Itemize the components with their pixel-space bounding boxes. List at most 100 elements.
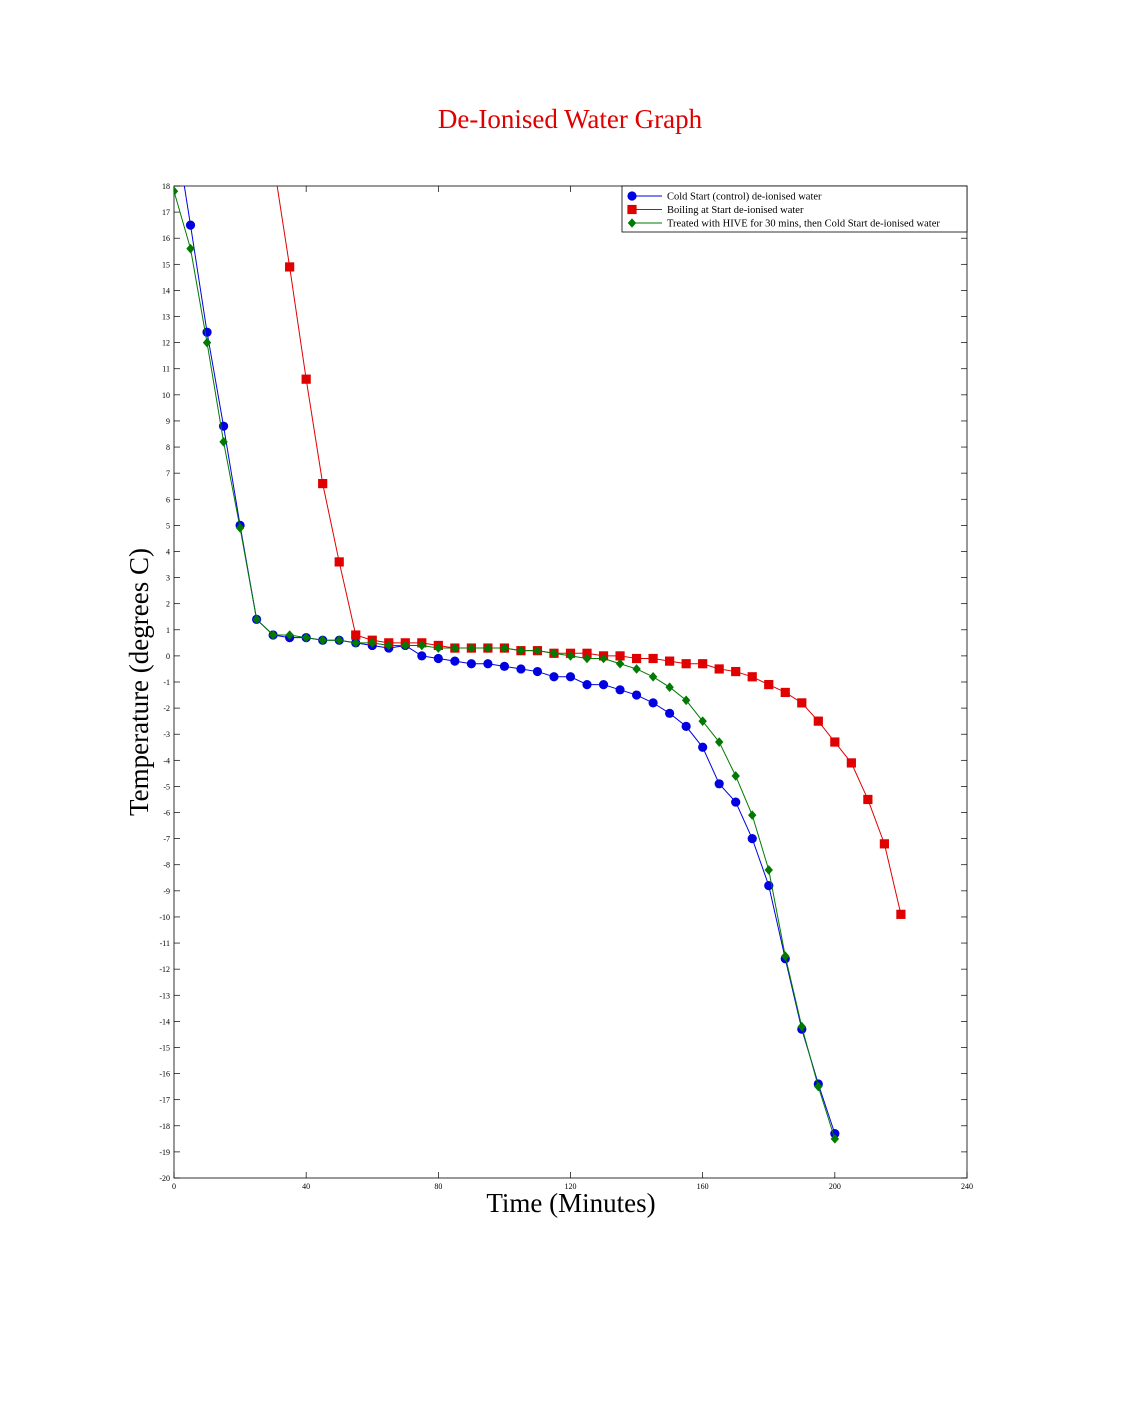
data-point — [186, 243, 195, 254]
y-tick-label: 1 — [166, 626, 170, 635]
x-tick-label: 40 — [302, 1182, 310, 1191]
data-point — [467, 643, 476, 653]
data-point — [450, 656, 460, 666]
data-point — [797, 698, 807, 708]
data-point — [780, 687, 790, 698]
y-tick-label: 15 — [162, 260, 170, 269]
data-point — [748, 810, 757, 820]
data-point — [532, 666, 543, 677]
y-tick-label: -20 — [159, 1174, 170, 1183]
data-point — [417, 640, 427, 651]
data-point — [318, 635, 327, 646]
data-point — [268, 630, 278, 640]
data-point — [665, 708, 675, 718]
data-point — [731, 797, 741, 807]
y-tick-label: -9 — [163, 887, 170, 896]
data-point — [384, 640, 393, 651]
y-tick-label: -6 — [163, 809, 170, 818]
data-point — [334, 557, 344, 567]
data-point — [466, 659, 476, 669]
data-point — [549, 648, 559, 659]
y-tick-label: -16 — [159, 1070, 170, 1079]
legend-item: Boiling at Start de-ionised water — [627, 204, 804, 216]
y-tick-label: -7 — [163, 835, 170, 844]
series-1 — [169, 116, 840, 1139]
y-tick-label: 12 — [162, 339, 170, 348]
data-point — [582, 653, 592, 664]
data-point — [516, 645, 526, 656]
data-point — [830, 737, 840, 747]
data-point — [830, 1134, 840, 1144]
series-line — [183, 186, 836, 1134]
x-axis-ticks: 0 40 80 120 160 200 240 — [172, 186, 973, 1191]
y-tick-label: -2 — [163, 704, 170, 713]
data-point — [202, 337, 212, 348]
data-point — [599, 653, 608, 664]
data-point — [615, 658, 625, 669]
legend-label: Treated with HIVE for 30 mins, then Cold… — [667, 219, 940, 230]
data-point — [731, 666, 741, 677]
data-point — [764, 865, 773, 875]
data-point — [681, 659, 691, 669]
data-point — [698, 659, 708, 669]
legend-label: Cold Start (control) de-ionised water — [667, 192, 822, 203]
y-tick-label: -15 — [159, 1043, 170, 1052]
y-tick-label: -5 — [163, 782, 170, 791]
data-point — [434, 643, 443, 653]
x-tick-label: 0 — [172, 1182, 176, 1191]
y-tick-label: 16 — [162, 234, 170, 243]
series-layer — [169, 116, 906, 1144]
legend-items: Cold Start (control) de-ionised water Boi… — [627, 191, 940, 230]
data-point — [401, 640, 410, 651]
data-point — [797, 1021, 806, 1032]
y-tick-label: 14 — [162, 286, 170, 295]
data-point — [648, 671, 658, 682]
y-tick-label: 9 — [166, 417, 170, 426]
y-tick-label: -17 — [159, 1096, 170, 1105]
legend-marker — [627, 218, 637, 228]
data-point — [565, 672, 576, 682]
data-point — [598, 680, 609, 690]
y-tick-label: -18 — [159, 1122, 170, 1131]
data-point — [764, 680, 774, 690]
y-tick-label: -4 — [163, 756, 170, 765]
data-point — [235, 523, 245, 533]
y-tick-label: 4 — [166, 547, 170, 556]
y-tick-label: 10 — [162, 391, 170, 400]
x-tick-label: 240 — [961, 1182, 973, 1191]
data-point — [285, 630, 294, 640]
data-point — [846, 758, 856, 768]
data-point — [714, 737, 724, 747]
legend-marker — [627, 191, 637, 201]
data-point — [269, 155, 278, 164]
y-tick-label: 2 — [166, 600, 170, 609]
y-tick-label: 13 — [162, 313, 170, 322]
data-point — [631, 690, 642, 700]
data-point — [285, 262, 295, 272]
y-tick-label: 11 — [162, 365, 170, 374]
data-point — [169, 116, 178, 125]
data-point — [516, 664, 526, 674]
data-point — [747, 672, 757, 682]
x-tick-label: 160 — [697, 1182, 709, 1191]
data-point — [681, 721, 691, 731]
legend-item: Cold Start (control) de-ionised water — [627, 191, 822, 203]
legend-marker — [627, 204, 637, 215]
data-point — [615, 651, 625, 661]
y-tick-label: -3 — [163, 730, 170, 739]
data-point — [301, 632, 311, 643]
data-point — [185, 220, 196, 230]
data-point — [533, 645, 542, 656]
y-tick-label: 8 — [166, 443, 170, 452]
data-point — [450, 643, 460, 653]
data-point — [417, 651, 427, 661]
plot-frame — [173, 185, 968, 1179]
y-tick-label: -12 — [159, 965, 170, 974]
data-point — [698, 716, 707, 726]
data-point — [202, 327, 212, 337]
data-point — [681, 695, 691, 706]
y-tick-label: -8 — [163, 861, 170, 870]
data-point — [483, 659, 493, 669]
y-tick-label: -10 — [159, 913, 170, 922]
data-point — [252, 614, 261, 625]
